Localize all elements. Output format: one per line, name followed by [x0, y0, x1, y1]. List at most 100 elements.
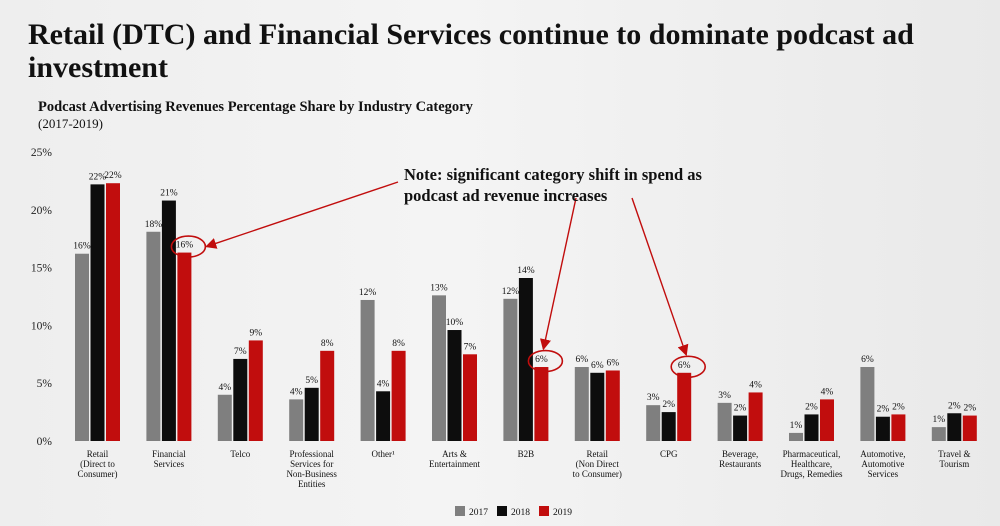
x-tick-label: CPG [660, 449, 678, 459]
chart-subtitle: (2017-2019) [38, 116, 103, 131]
x-tick-label: Retail [587, 449, 609, 459]
legend-swatch-2017 [455, 506, 465, 516]
data-label: 13% [430, 283, 448, 293]
data-label: 22% [89, 172, 107, 182]
bar-2018 [447, 330, 462, 441]
bar-2018 [804, 414, 819, 441]
x-tick-label: Services [154, 459, 185, 469]
bar-2017 [646, 405, 661, 441]
data-label: 6% [678, 361, 691, 371]
data-label: 1% [790, 421, 803, 431]
x-tick-label: (Direct to [80, 459, 115, 469]
bar-2018 [733, 415, 748, 441]
data-label: 2% [734, 404, 747, 414]
bar-2019 [320, 350, 335, 441]
annotation-arrow [631, 197, 689, 357]
x-tick-label: Consumer) [78, 469, 118, 479]
x-tick-label: Professional [289, 449, 334, 459]
x-tick-label: Entities [298, 479, 326, 489]
x-tick-label: Beverage, [722, 449, 758, 459]
x-tick-label: Travel & [938, 449, 970, 459]
bar-2019 [248, 340, 263, 441]
bar-2017 [432, 295, 446, 441]
chart-title: Podcast Advertising Revenues Percentage … [38, 99, 473, 115]
bar-2019 [106, 183, 120, 441]
legend-label: 2019 [553, 508, 572, 518]
data-label: 2% [877, 405, 890, 415]
data-label: 7% [464, 342, 477, 352]
x-tick-label: B2B [518, 449, 535, 459]
x-tick-label: Services [868, 469, 899, 479]
highlight-circle [670, 355, 707, 379]
x-tick-label: Entertainment [429, 459, 480, 469]
data-label: 14% [517, 266, 535, 276]
bar-2019 [391, 350, 406, 441]
bar-2017 [217, 394, 232, 441]
legend-label: 2018 [511, 508, 530, 518]
x-tick-label: (Non Direct [576, 459, 620, 469]
bar-2018 [376, 391, 391, 441]
data-label: 3% [718, 391, 731, 401]
data-label: 8% [321, 339, 334, 349]
bar-2017 [789, 432, 803, 441]
data-label: 4% [218, 383, 231, 393]
data-label: 1% [932, 415, 945, 425]
data-label: 4% [749, 380, 762, 390]
y-tick-label: 25% [31, 147, 53, 159]
annotation-arrow [539, 197, 577, 351]
bar-2019 [534, 367, 549, 441]
bar-2018 [518, 278, 533, 441]
data-label: 2% [892, 402, 905, 412]
x-tick-label: Drugs, Remedies [781, 469, 843, 479]
data-label: 5% [305, 376, 318, 386]
bar-2017 [717, 402, 732, 441]
bar-2018 [304, 387, 319, 441]
annotation-line-1: Note: significant category shift in spen… [404, 165, 702, 184]
x-tick-label: Services for [290, 459, 333, 469]
bar-2017 [146, 231, 161, 441]
x-tick-label: Tourism [939, 459, 969, 469]
legend-swatch-2018 [497, 506, 507, 516]
bar-2018 [875, 416, 890, 441]
bar-2019 [820, 399, 834, 441]
x-tick-label: Arts & [442, 449, 467, 459]
bar-2017 [860, 367, 875, 441]
data-label: 6% [606, 358, 619, 368]
bar-2017 [931, 427, 946, 441]
data-label: 2% [948, 401, 961, 411]
data-label: 12% [359, 288, 377, 298]
x-tick-label: Retail [87, 449, 109, 459]
x-tick-label: Pharmaceutical, [783, 449, 841, 459]
x-tick-label: Financial [152, 449, 186, 459]
bar-2019 [748, 392, 763, 441]
data-label: 3% [647, 393, 660, 403]
bar-2017 [574, 367, 589, 441]
bar-2017 [360, 299, 375, 441]
data-label: 4% [377, 379, 390, 389]
x-tick-label: Automotive [861, 459, 904, 469]
data-label: 2% [805, 402, 818, 412]
data-label: 6% [591, 361, 604, 371]
legend-swatch-2019 [539, 506, 549, 516]
highlight-circle [527, 349, 564, 373]
data-label: 4% [821, 387, 834, 397]
x-tick-label: Telco [230, 449, 250, 459]
bar-2018 [947, 413, 962, 441]
annotation-note: Note: significant category shift in spen… [404, 164, 702, 206]
bar-2019 [605, 370, 620, 441]
x-tick-label: Non-Business [286, 469, 337, 479]
bar-2018 [90, 184, 105, 442]
bar-2019 [677, 372, 692, 441]
x-tick-label: Restaurants [719, 459, 761, 469]
data-label: 22% [104, 171, 122, 181]
bar-2019 [177, 252, 192, 441]
bar-2018 [161, 200, 176, 441]
bar-2018 [661, 412, 676, 441]
bar-2017 [289, 399, 304, 441]
page-title: Retail (DTC) and Financial Services cont… [28, 18, 914, 84]
bar-2019 [962, 415, 977, 441]
data-label: 7% [234, 347, 247, 357]
x-tick-label: Other¹ [371, 449, 394, 459]
data-label: 12% [502, 287, 520, 297]
